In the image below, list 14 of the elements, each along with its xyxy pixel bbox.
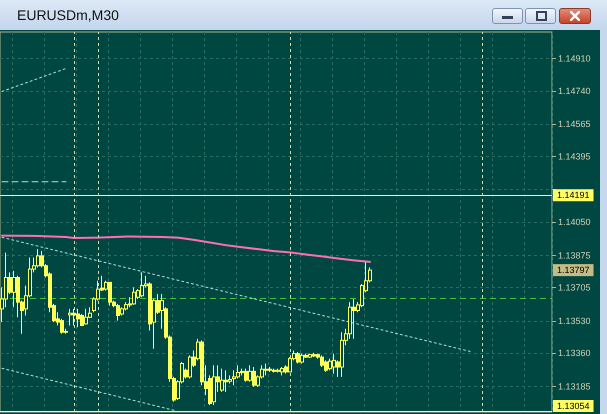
- ref-line-label: 1.13054: [557, 401, 590, 411]
- y-tick-label: 1.13875: [558, 250, 591, 260]
- y-tick-label: 1.13530: [558, 316, 591, 326]
- chart-title: EURUSDm,M30: [17, 7, 119, 23]
- y-tick-label: 1.13705: [558, 282, 591, 293]
- y-tick-label: 1.13360: [558, 348, 591, 358]
- text: 1.13797: [557, 265, 590, 276]
- y-tick-label: 1.14740: [558, 86, 591, 96]
- ref-line-label: 1.14191: [557, 190, 590, 200]
- y-tick-label: 1.14050: [558, 217, 591, 227]
- y-tick-label: 1.13185: [558, 381, 591, 392]
- y-tick-label: 1.14910: [558, 54, 591, 64]
- y-tick-label: 1.14395: [558, 151, 591, 162]
- y-tick-label: 1.14565: [558, 119, 591, 130]
